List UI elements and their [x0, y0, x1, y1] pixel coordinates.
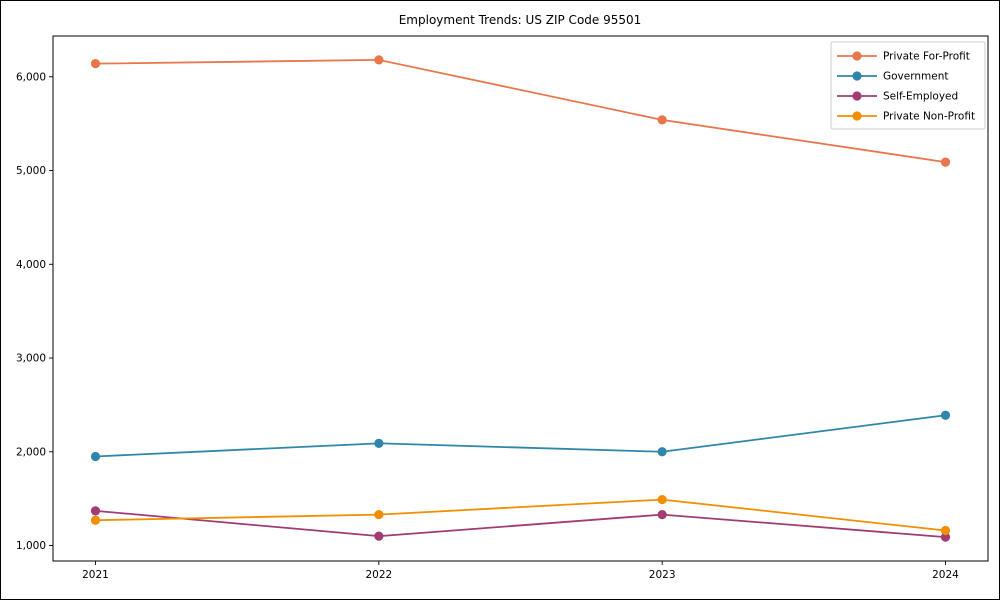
legend-label: Private For-Profit [883, 51, 970, 63]
y-tick-label: 2,000 [16, 446, 46, 458]
series-line [95, 414, 946, 458]
data-point-marker [940, 525, 951, 536]
series-line [95, 509, 946, 538]
legend-label: Self-Employed [883, 91, 958, 103]
legend-item: Self-Employed [837, 91, 958, 103]
x-tick-label: 2022 [365, 569, 392, 581]
legend-label: Private Non-Profit [883, 111, 975, 123]
legend-marker [852, 111, 862, 121]
data-point-marker [90, 59, 101, 69]
legend-label: Government [883, 71, 948, 83]
data-point-marker [657, 509, 667, 520]
legend-marker [852, 51, 862, 61]
data-point-marker [940, 157, 951, 167]
x-tick-label: 2023 [649, 569, 676, 581]
data-point-marker [374, 438, 384, 448]
legend-item: Private For-Profit [837, 51, 970, 63]
data-point-marker [657, 494, 667, 505]
y-tick-label: 6,000 [16, 71, 46, 83]
data-point-marker [90, 451, 101, 462]
axes: 1,000 2,000 3,000 4,000 5,000 6,000 2021 2022 20… [16, 35, 989, 581]
data-point-marker [657, 447, 667, 457]
x-tick-label: 2021 [82, 569, 109, 581]
y-tick-label: 3,000 [16, 353, 46, 365]
data-point-marker [90, 506, 101, 516]
data-point-marker [90, 515, 101, 525]
y-tick-label: 1,000 [16, 540, 46, 552]
data-point-marker [657, 115, 667, 125]
series-lines [90, 55, 951, 542]
legend-marker [852, 91, 862, 101]
legend: Private For-Profit Government Self-Employe… [830, 41, 986, 130]
plot-border [52, 35, 989, 562]
data-point-marker [374, 531, 384, 541]
data-point-marker [374, 55, 384, 65]
data-point-marker [374, 509, 384, 520]
chart-title: Employment Trends: US ZIP Code 95501 [399, 13, 642, 27]
data-point-marker [940, 410, 951, 420]
y-tick-label: 5,000 [16, 165, 46, 177]
legend-marker [852, 71, 862, 81]
x-tick-label: 2024 [932, 569, 959, 581]
legend-frame [830, 41, 986, 130]
series-line [95, 59, 946, 163]
legend-item: Government [837, 71, 948, 83]
y-tick-label: 4,000 [16, 259, 46, 271]
data-point-marker [940, 532, 951, 542]
series-line [95, 498, 946, 532]
legend-item: Private Non-Profit [837, 111, 975, 123]
